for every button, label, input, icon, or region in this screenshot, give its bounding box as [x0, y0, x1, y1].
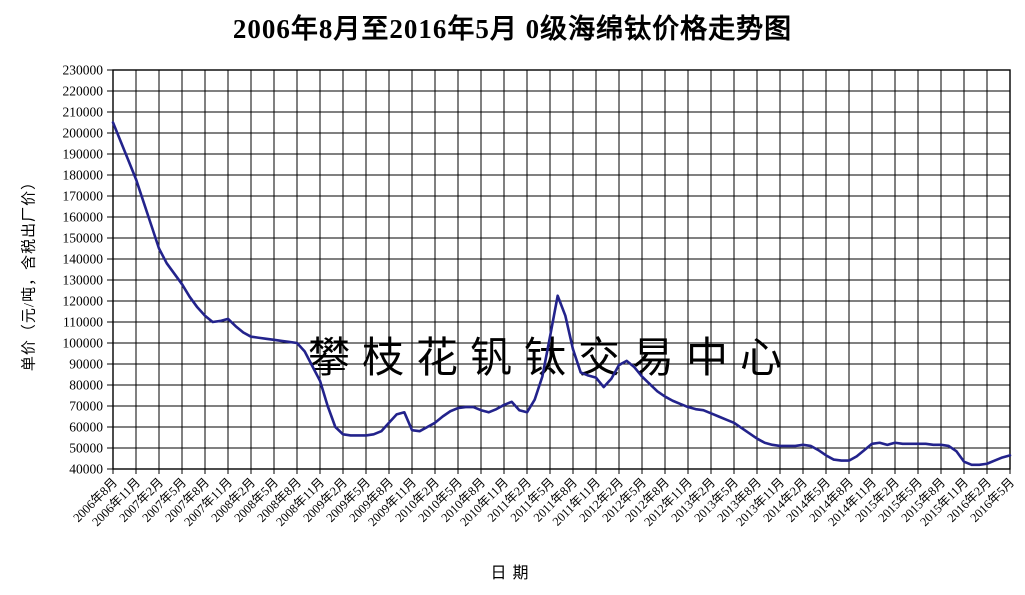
svg-text:100000: 100000	[63, 336, 104, 351]
chart-title: 2006年8月至2016年5月 0级海绵钛价格走势图	[232, 14, 793, 44]
watermark: 攀枝花钒钛交易中心	[308, 335, 794, 382]
svg-text:200000: 200000	[63, 126, 104, 141]
svg-text:90000: 90000	[69, 357, 103, 372]
svg-text:50000: 50000	[69, 441, 103, 456]
svg-text:60000: 60000	[69, 420, 103, 435]
plot-area	[113, 70, 1010, 469]
svg-text:230000: 230000	[63, 63, 104, 78]
svg-text:220000: 220000	[63, 84, 104, 99]
svg-text:170000: 170000	[63, 189, 104, 204]
svg-text:140000: 140000	[63, 252, 104, 267]
svg-text:70000: 70000	[69, 399, 103, 414]
y-tick-labels: 40000 50000 60000 70000 80000 90000 100000 1100…	[63, 63, 104, 477]
svg-text:210000: 210000	[63, 105, 104, 120]
svg-text:120000: 120000	[63, 294, 104, 309]
svg-text:160000: 160000	[63, 210, 104, 225]
plot-frame	[112, 69, 1011, 470]
gridlines	[112, 69, 1011, 470]
x-tick-labels: 2006年8月2006年11月2007年2月2007年5月2007年8月2007…	[70, 475, 1017, 529]
svg-text:190000: 190000	[63, 147, 104, 162]
svg-text:180000: 180000	[63, 168, 104, 183]
svg-text:80000: 80000	[69, 378, 103, 393]
svg-text:150000: 150000	[63, 231, 104, 246]
x-axis-title: 日期	[490, 565, 535, 582]
price-line	[111, 121, 1012, 467]
svg-text:110000: 110000	[63, 315, 103, 330]
svg-text:40000: 40000	[69, 462, 103, 477]
y-tick-marks	[107, 69, 113, 470]
svg-text:130000: 130000	[63, 273, 104, 288]
x-tick-marks	[112, 469, 1011, 474]
